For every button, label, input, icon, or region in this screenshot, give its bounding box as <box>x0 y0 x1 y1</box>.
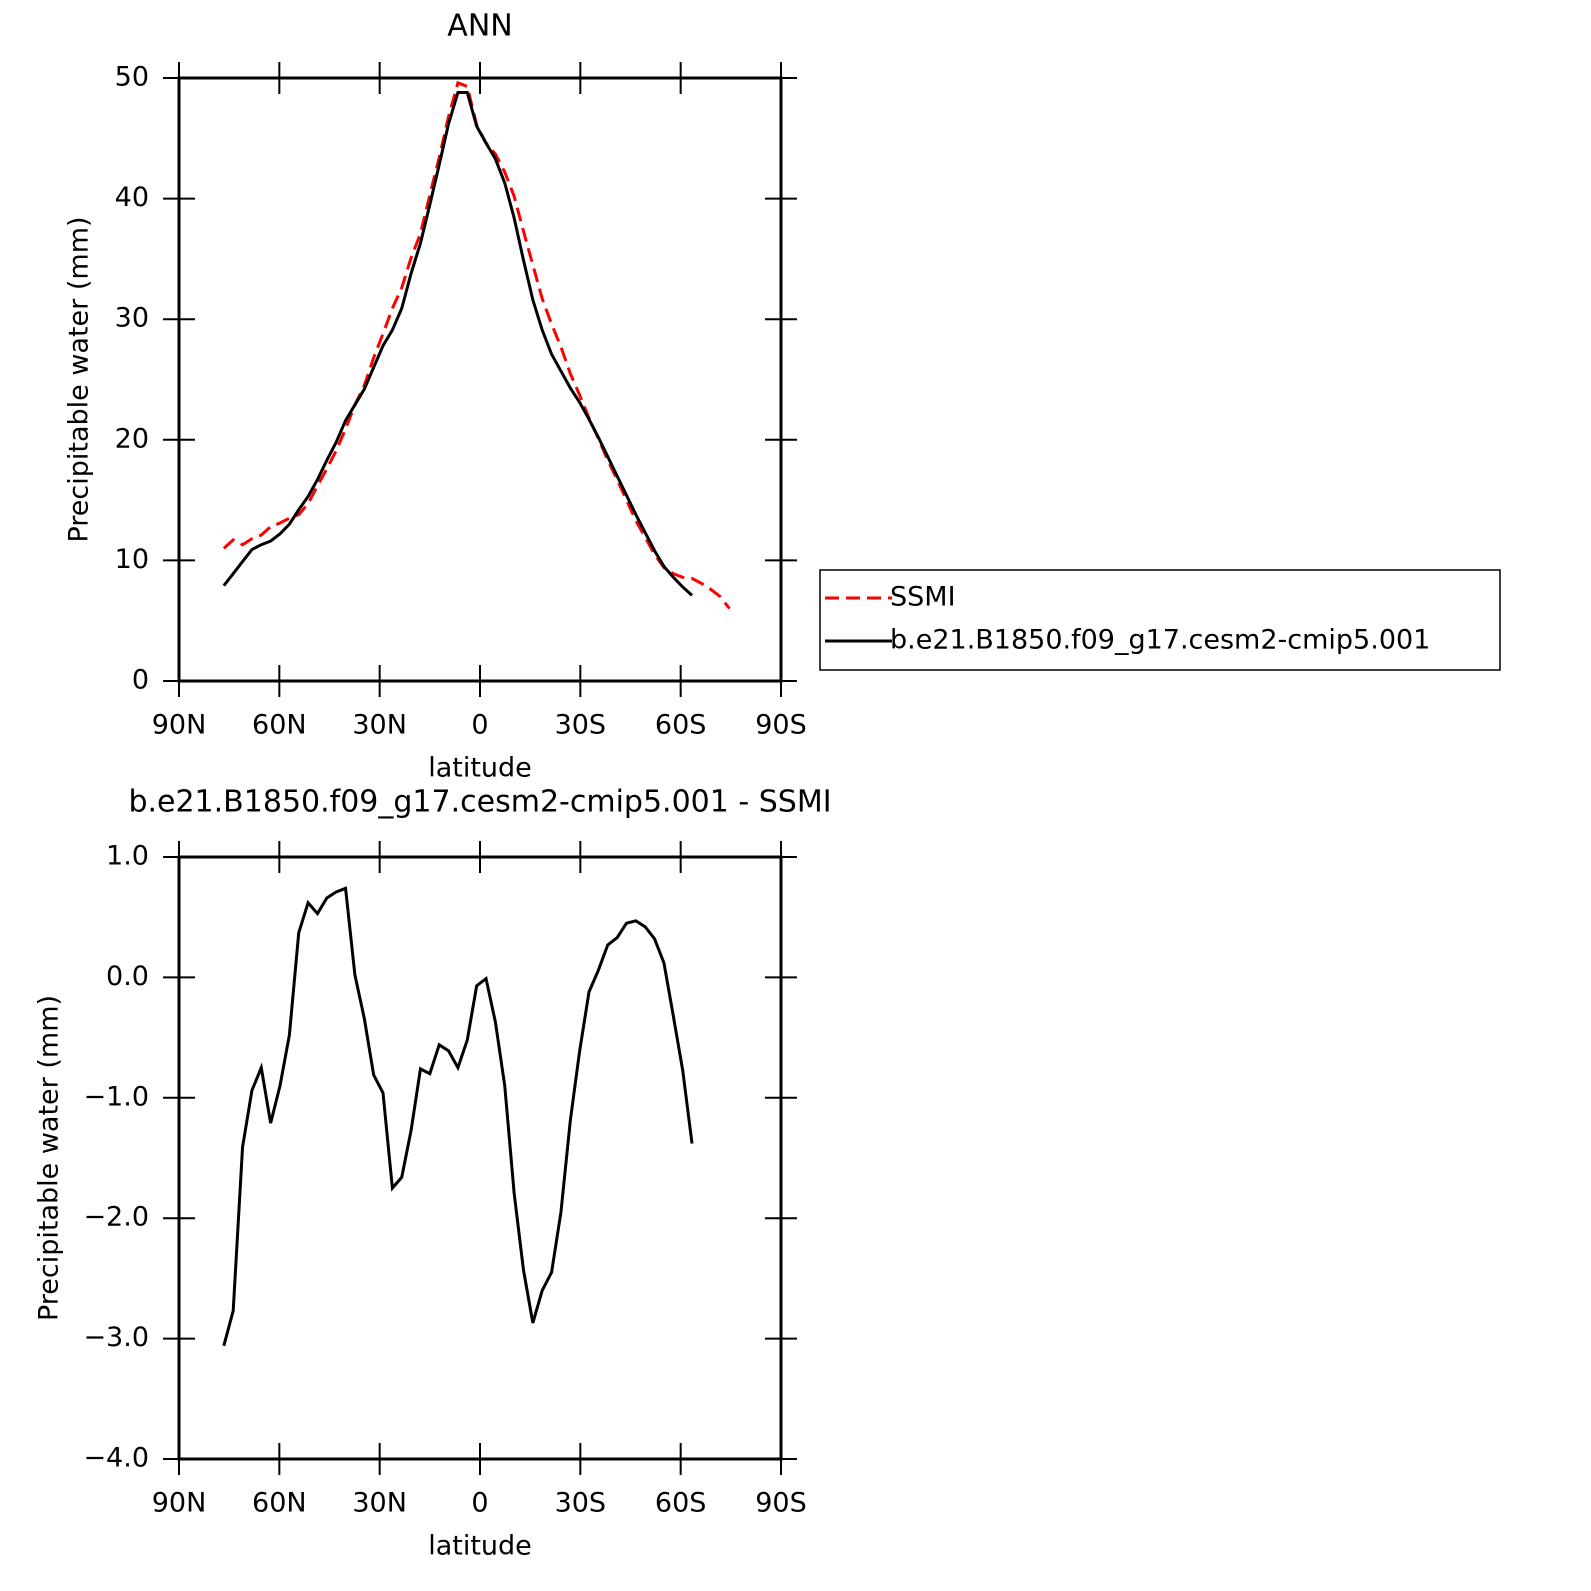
y-tick-label: 1.0 <box>106 841 149 872</box>
chart-title: ANN <box>447 9 512 44</box>
x-tick-label: 0 <box>471 1488 488 1519</box>
y-tick-label: 10 <box>115 544 149 575</box>
y-axis-label: Precipitable water (mm) <box>34 995 65 1321</box>
x-tick-label: 30S <box>555 1488 607 1519</box>
x-tick-label: 90N <box>152 710 207 741</box>
data-line <box>222 90 694 597</box>
y-tick-label: 0 <box>132 665 149 696</box>
y-tick-label: −2.0 <box>83 1202 149 1233</box>
plot-frame <box>177 76 783 683</box>
data-line <box>222 886 694 1347</box>
y-tick-label: −1.0 <box>83 1081 149 1112</box>
y-tick-label: 50 <box>115 62 149 93</box>
x-tick-label: 30S <box>555 710 607 741</box>
x-tick-label: 30N <box>352 710 407 741</box>
x-tick-label: 0 <box>471 710 488 741</box>
y-tick-label: 30 <box>115 303 149 334</box>
x-axis-label: latitude <box>428 1531 532 1562</box>
y-axis-label: Precipitable water (mm) <box>64 216 95 542</box>
x-tick-label: 90N <box>152 1488 207 1519</box>
y-tick-label: −3.0 <box>83 1322 149 1353</box>
x-tick-label: 60N <box>252 710 307 741</box>
x-tick-label: 30N <box>352 1488 407 1519</box>
x-tick-label: 60N <box>252 1488 307 1519</box>
x-tick-label: 60S <box>655 1488 707 1519</box>
x-axis-label: latitude <box>428 753 532 784</box>
legend-label: b.e21.B1850.f09_g17.cesm2-cmip5.001 <box>890 625 1430 656</box>
x-tick-label: 90S <box>755 1488 807 1519</box>
x-tick-label: 60S <box>655 710 707 741</box>
y-tick-label: −4.0 <box>83 1443 149 1474</box>
chart-title: b.e21.B1850.f09_g17.cesm2-cmip5.001 - SS… <box>128 785 831 820</box>
legend-box <box>819 569 1501 671</box>
legend-label: SSMI <box>890 582 956 613</box>
y-tick-label: 0.0 <box>106 961 149 992</box>
y-tick-label: 40 <box>115 182 149 213</box>
plot-frame <box>177 855 783 1461</box>
x-tick-label: 90S <box>755 710 807 741</box>
data-line <box>222 80 731 610</box>
y-tick-label: 20 <box>115 423 149 454</box>
